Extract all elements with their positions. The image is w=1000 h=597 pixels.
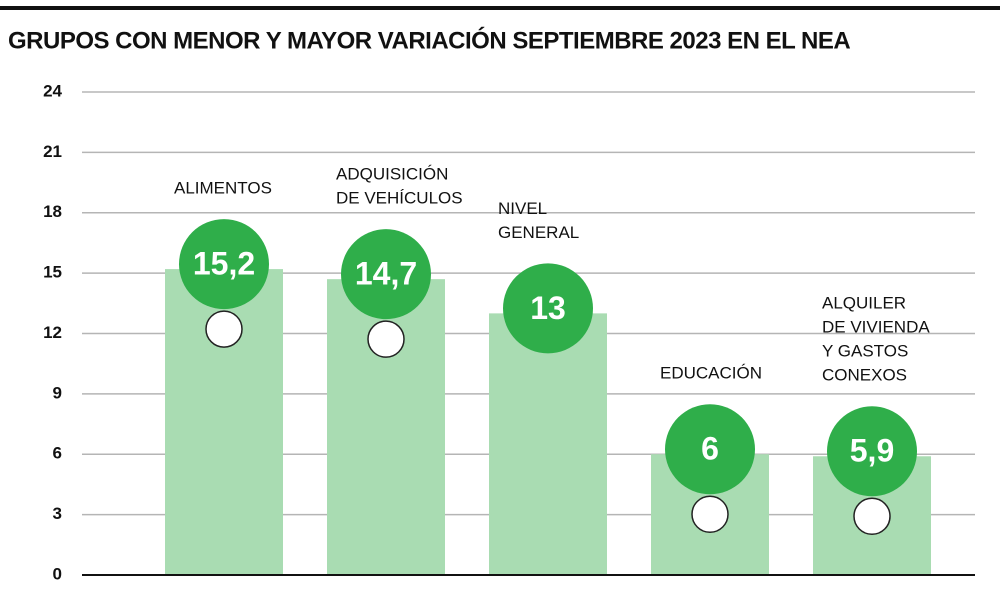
value-label: 5,9 — [850, 433, 894, 469]
y-tick-label: 9 — [53, 383, 62, 402]
icon — [691, 495, 729, 533]
category-label: ALIMENTOS — [174, 179, 272, 198]
value-label: 6 — [701, 431, 719, 467]
icon — [367, 320, 405, 358]
y-tick-label: 18 — [43, 202, 62, 221]
category-label: DE VEHÍCULOS — [336, 189, 463, 208]
y-tick-label: 0 — [53, 564, 62, 583]
category-label: NIVEL — [498, 199, 547, 218]
value-badge — [179, 219, 269, 310]
value-badge — [665, 404, 755, 495]
y-tick-label: 24 — [43, 81, 62, 100]
y-tick-label: 3 — [53, 504, 62, 523]
value-badge — [341, 229, 431, 320]
top-rule — [0, 6, 1000, 10]
y-tick-label: 12 — [43, 323, 62, 342]
category-label: EDUCACIÓN — [660, 364, 762, 383]
category-label: Y GASTOS — [822, 342, 908, 361]
value-label: 13 — [530, 290, 566, 326]
y-tick-label: 21 — [43, 142, 62, 161]
value-badge — [503, 263, 593, 354]
category-label: DE VIVIENDA — [822, 318, 930, 337]
category-label: ADQUISICIÓN — [336, 165, 448, 184]
category-label: CONEXOS — [822, 366, 907, 385]
y-tick-label: 6 — [53, 444, 62, 463]
category-label: ALQUILER — [822, 294, 906, 313]
bar — [489, 313, 607, 575]
chart-title: GRUPOS CON MENOR Y MAYOR VARIACIÓN SEPTI… — [8, 26, 850, 54]
value-badge — [827, 406, 917, 497]
icon — [205, 310, 243, 348]
y-tick-label: 15 — [43, 263, 62, 282]
category-label: GENERAL — [498, 223, 579, 242]
icon — [853, 497, 891, 536]
value-label: 14,7 — [355, 256, 417, 292]
value-label: 15,2 — [193, 246, 255, 282]
